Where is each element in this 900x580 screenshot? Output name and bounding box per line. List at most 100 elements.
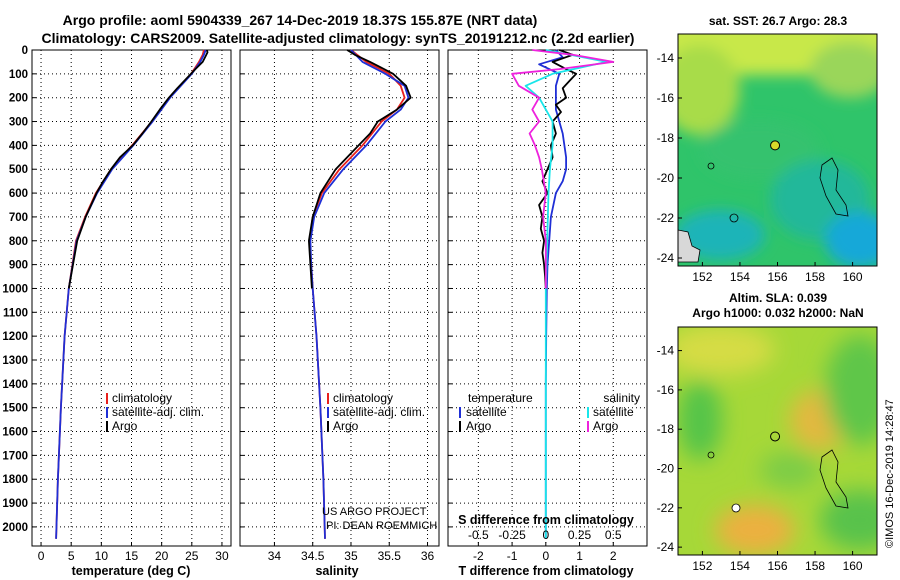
depth-tick-label: 100 <box>9 69 28 81</box>
sst-reef-contour <box>819 157 849 217</box>
map-x-tick-label: 154 <box>730 270 750 284</box>
legend-salinity-title: salinity <box>603 391 640 405</box>
depth-tick-label: 200 <box>9 93 28 105</box>
map-x-tick-label: 160 <box>843 559 863 573</box>
sst-cool-b <box>825 212 877 266</box>
depth-tick-label: 700 <box>9 212 28 224</box>
temperature-legend: climatology satellite-adj. clim. Argo <box>106 391 204 433</box>
map-x-tick-label: 158 <box>805 270 825 284</box>
x2-tick-label: -0.5 <box>468 528 489 542</box>
x2-tick-label: -0.25 <box>498 528 526 542</box>
depth-tick-label: 1100 <box>3 307 28 319</box>
depth-tick-label: 400 <box>9 140 28 152</box>
x-tick-label: 34 <box>268 549 282 563</box>
map-x-tick-label: 158 <box>805 559 825 573</box>
figure-title-line1: Argo profile: aoml 5904339_267 14-Dec-20… <box>63 12 538 28</box>
map-y-tick-label: -24 <box>657 540 675 554</box>
credit-project: US ARGO PROJECT <box>322 506 427 518</box>
depth-tick-label: 2000 <box>2 522 28 534</box>
map-y-tick-label: -14 <box>657 51 675 65</box>
sla-map-xticks: 152 154 156 158 160 <box>692 551 863 573</box>
depth-tick-label: 0 <box>22 45 28 57</box>
temperature-grid <box>32 49 231 546</box>
depth-tick-label: 1000 <box>2 283 28 295</box>
sla-high-south <box>715 505 795 555</box>
difference-xlabel-salinity: S difference from climatology <box>458 513 634 527</box>
x-tick-label: 5 <box>68 549 75 563</box>
depth-tick-label: 1800 <box>2 474 28 486</box>
map-y-tick-label: -22 <box>657 211 675 225</box>
sst-map-yticks: -14 -16 -18 -20 -22 -24 <box>657 51 682 265</box>
map-y-tick-label: -20 <box>657 462 675 476</box>
sla-argo-marker <box>770 431 781 442</box>
map-y-tick-label: -16 <box>657 383 675 397</box>
legend-temperature-title: temperature <box>468 391 533 405</box>
temperature-panel: 0 5 10 15 20 25 30 temperature (deg C) climato… <box>31 49 232 578</box>
map-x-tick-label: 156 <box>767 270 787 284</box>
x-tick-label: 10 <box>95 549 109 563</box>
difference-series <box>511 49 615 539</box>
map-x-tick-label: 160 <box>843 270 863 284</box>
legend-climatology: climatology <box>333 391 393 405</box>
map-x-tick-label: 154 <box>730 559 750 573</box>
sla-low-se <box>820 490 877 550</box>
difference-xticks-salinity: -0.5 -0.25 0 0.25 0.5 <box>468 528 622 542</box>
series-line-temperature-argo <box>538 49 578 289</box>
sst-land <box>678 229 701 263</box>
sla-reef-contour <box>819 449 849 509</box>
x-tick-label: 2 <box>610 549 617 563</box>
sst-island-contour <box>707 162 715 170</box>
credit-pi: PI: DEAN ROEMMICH <box>326 520 437 532</box>
x-tick-label: 36 <box>421 549 435 563</box>
depth-tick-label: 500 <box>9 164 28 176</box>
map-x-tick-label: 156 <box>767 559 787 573</box>
depth-tick-label: 900 <box>9 260 28 272</box>
depth-tick-label: 800 <box>9 236 28 248</box>
legend-satellite: satellite-adj. clim. <box>333 405 425 419</box>
x-tick-label: 0 <box>542 549 549 563</box>
sla-map-blobs <box>678 327 877 555</box>
salinity-series <box>307 49 412 539</box>
sst-argo-marker <box>770 140 781 151</box>
salinity-xlabel: salinity <box>315 564 358 578</box>
temperature-xlabel: temperature (deg C) <box>72 564 191 578</box>
sla-map-field <box>678 327 877 555</box>
map-x-tick-label: 152 <box>692 559 712 573</box>
depth-tick-label: 1300 <box>2 355 28 367</box>
depth-tick-label: 1400 <box>2 379 28 391</box>
sst-cool-c <box>678 210 765 260</box>
sla-low-west <box>678 380 722 460</box>
sst-map: sat. SST: 26.7 Argo: 28.3 152 154 156 158 16… <box>657 14 878 284</box>
x-tick-label: 35.5 <box>378 549 402 563</box>
figure-title-line2: Climatology: CARS2009. Satellite-adjuste… <box>42 30 635 46</box>
sla-island-contour <box>707 451 715 459</box>
x-tick-label: 20 <box>155 549 169 563</box>
legend-climatology: climatology <box>112 391 172 405</box>
difference-xticks: -2 -1 0 1 2 <box>473 542 617 563</box>
x-tick-label: 15 <box>125 549 139 563</box>
legend-t-argo: Argo <box>466 419 492 433</box>
sst-map-title: sat. SST: 26.7 Argo: 28.3 <box>709 14 848 28</box>
x-tick-label: 34.5 <box>301 549 325 563</box>
sla-map-yticks: -14 -16 -18 -20 -22 -24 <box>657 344 682 554</box>
series-line-salinity-satellite <box>524 49 608 539</box>
legend-t-satellite: satellite <box>466 405 507 419</box>
sla-island-contour <box>731 503 741 513</box>
sla-map-title-line1: Altim. SLA: 0.039 <box>729 291 827 305</box>
legend-satellite: satellite-adj. clim. <box>112 405 204 419</box>
salinity-panel: 34 34.5 35 35.5 36 salinity climatology sate… <box>239 49 440 578</box>
sst-map-xticks: 152 154 156 158 160 <box>692 262 863 284</box>
difference-xlabel-temperature: T difference from climatology <box>458 564 633 578</box>
map-y-tick-label: -16 <box>657 91 675 105</box>
series-line-argo <box>307 49 412 289</box>
depth-tick-label: 1900 <box>2 498 28 510</box>
x-tick-label: 0 <box>38 549 45 563</box>
depth-tick-label: 1600 <box>2 427 28 439</box>
legend-argo: Argo <box>112 419 138 433</box>
x-tick-label: 30 <box>215 549 229 563</box>
series-line-argo <box>67 49 209 289</box>
sst-map-blobs <box>678 34 877 266</box>
map-x-tick-label: 152 <box>692 270 712 284</box>
sst-map-field <box>678 34 877 266</box>
